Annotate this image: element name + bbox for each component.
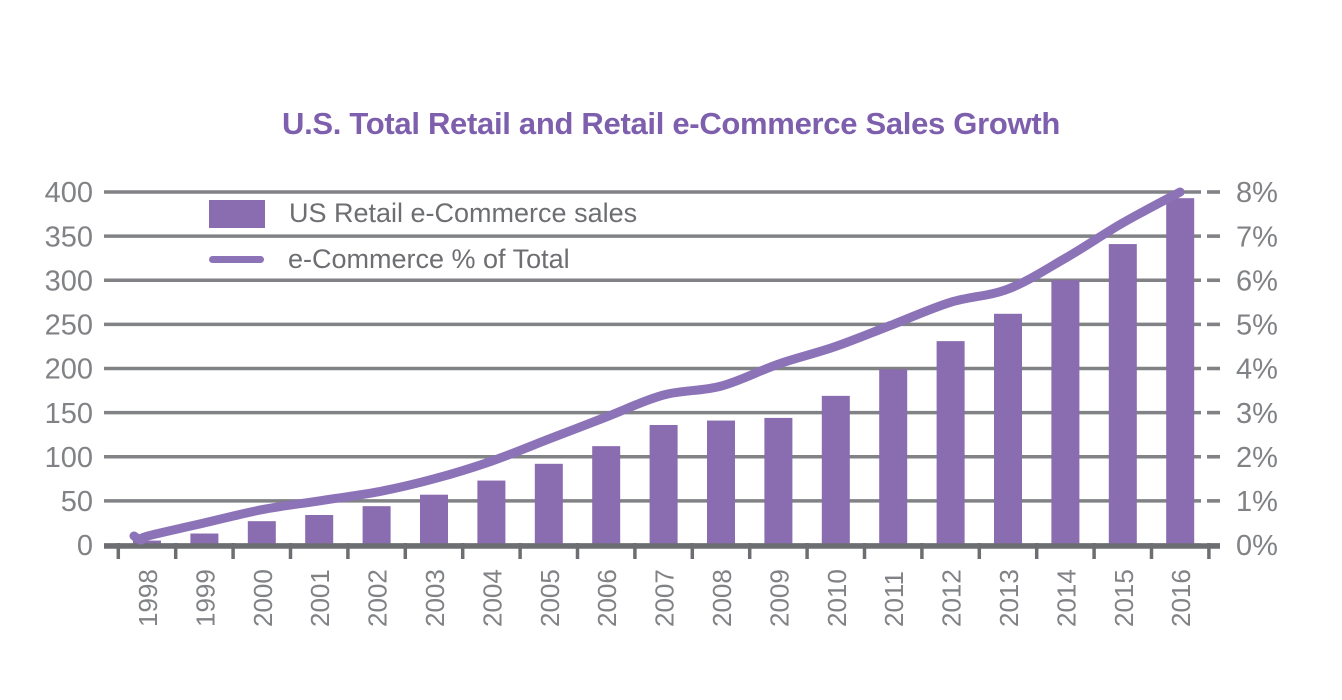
legend-label-ecommerce-sales: US Retail e-Commerce sales [289,198,638,228]
right-axis-label-4%: 4% [1236,354,1278,386]
x-label-2004: 2004 [477,569,507,627]
x-label-2009: 2009 [764,569,794,627]
x-label-2005: 2005 [535,569,565,627]
bar-2001 [305,514,334,545]
x-label-2015: 2015 [1109,569,1139,627]
left-axis-label-250: 250 [45,310,93,342]
left-axis-label-350: 350 [45,221,93,253]
left-axis-label-50: 50 [61,486,93,518]
x-label-1999: 1999 [190,569,220,627]
bar-2016 [1166,198,1195,546]
x-label-2006: 2006 [592,569,622,627]
bar-2015 [1108,244,1137,545]
x-label-2016: 2016 [1166,569,1196,627]
left-axis-label-100: 100 [45,442,93,474]
left-axis-label-200: 200 [45,354,93,386]
right-axis-label-6%: 6% [1236,265,1278,297]
bar-2005 [534,463,563,545]
bar-2002 [362,506,391,545]
x-label-2002: 2002 [363,569,393,627]
bar-2009 [764,417,793,545]
right-axis-label-5%: 5% [1236,310,1278,342]
bar-2007 [649,424,678,545]
bar-2012 [936,341,965,545]
right-axis-label-0%: 0% [1236,530,1278,562]
bar-2008 [707,420,735,545]
line-series-swatch-icon [209,256,264,263]
bar-2004 [477,480,506,545]
right-axis-label-3%: 3% [1236,398,1278,430]
x-label-2001: 2001 [305,569,335,627]
bar-series-swatch-icon [209,199,265,228]
bar-2003 [420,494,448,545]
right-axis-label-2%: 2% [1236,442,1278,474]
left-axis-label-400: 400 [45,177,93,209]
x-label-2011: 2011 [879,571,909,627]
bar-2000 [247,521,276,545]
x-label-2010: 2010 [822,569,852,627]
right-axis-label-1%: 1% [1236,486,1278,518]
bar-2014 [1051,280,1080,545]
left-axis-label-300: 300 [45,265,93,297]
bar-1999 [190,533,219,545]
x-label-2007: 2007 [650,569,680,627]
bar-1998 [133,540,161,545]
x-label-2000: 2000 [248,569,278,627]
chart-title: U.S. Total Retail and Retail e-Commerce … [282,106,1060,141]
x-label-2012: 2012 [937,569,967,627]
x-label-1998: 1998 [133,569,163,627]
right-axis-label-7%: 7% [1236,221,1278,253]
right-axis-label-8%: 8% [1236,177,1278,209]
legend-item-ecommerce-sales: US Retail e-Commerce sales [209,198,638,228]
x-label-2008: 2008 [707,569,737,627]
bar-2011 [879,369,908,545]
legend-item-ecommerce-percent: e-Commerce % of Total [209,244,570,274]
left-axis-label-0: 0 [77,530,93,562]
bar-2006 [592,446,621,545]
bar-2013 [994,313,1022,545]
legend-label-ecommerce-percent: e-Commerce % of Total [288,244,570,274]
ecommerce-percent-line [129,187,1185,545]
x-label-2014: 2014 [1051,569,1081,627]
bar-2010 [821,395,850,545]
left-axis-label-150: 150 [45,398,93,430]
x-label-2013: 2013 [994,569,1024,627]
x-label-2003: 2003 [420,569,450,627]
